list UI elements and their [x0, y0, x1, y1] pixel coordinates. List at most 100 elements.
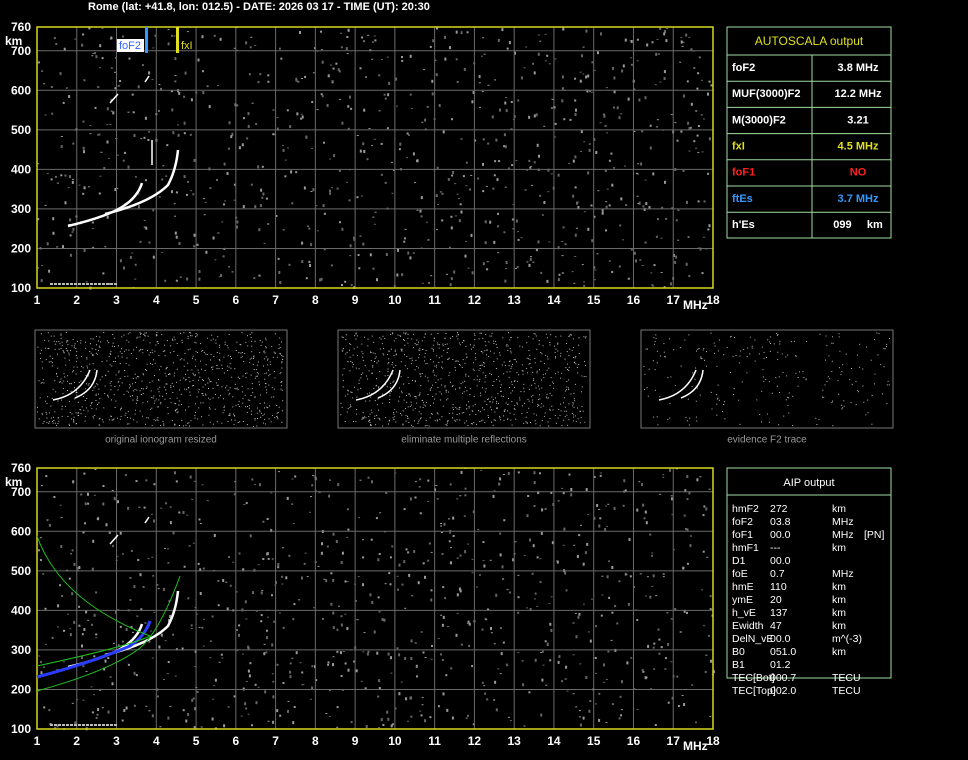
noise-dot — [582, 73, 585, 75]
thumb-dot — [887, 380, 889, 382]
noise-dot — [436, 166, 439, 170]
thumb-dot — [51, 365, 53, 367]
thumb-dot — [45, 359, 47, 361]
noise-dot — [437, 638, 440, 639]
noise-dot — [165, 502, 167, 505]
thumb-dot — [165, 367, 167, 369]
thumb-dot — [119, 385, 121, 387]
thumb-dot — [152, 397, 154, 399]
thumb-dot — [265, 337, 267, 339]
noise-dot — [335, 540, 338, 543]
noise-dot — [154, 34, 157, 37]
thumb-dot — [873, 383, 875, 385]
thumb-dot — [471, 410, 473, 412]
thumb-dot — [440, 378, 442, 380]
thumb-dot — [695, 400, 697, 402]
noise-dot — [385, 253, 388, 256]
thumb-dot — [125, 349, 127, 351]
noise-dot — [499, 532, 502, 535]
thumb-dot — [508, 365, 510, 367]
row-value: 3.21 — [847, 114, 868, 126]
noise-dot — [81, 644, 83, 648]
noise-dot — [43, 706, 46, 709]
noise-dot — [378, 110, 381, 112]
thumb-dot — [432, 371, 434, 373]
thumb-dot — [352, 364, 354, 365]
noise-dot — [335, 62, 338, 65]
thumb-dot — [62, 388, 64, 390]
noise-dot — [664, 180, 666, 184]
noise-dot — [296, 112, 299, 116]
thumb-dot — [554, 414, 556, 416]
thumb-dot — [212, 397, 214, 399]
thumb-dot — [508, 332, 509, 334]
thumb-dot — [743, 349, 745, 350]
noise-dot — [78, 605, 81, 608]
noise-dot — [93, 655, 96, 658]
noise-dot — [543, 125, 546, 127]
noise-dot — [204, 201, 207, 203]
noise-dot — [406, 132, 409, 135]
thumb-dot — [557, 342, 559, 344]
thumb-dot — [475, 414, 477, 415]
noise-dot — [561, 87, 564, 91]
thumb-dot — [777, 358, 779, 360]
noise-dot — [249, 46, 252, 49]
thumb-dot — [369, 422, 371, 423]
noise-dot — [450, 215, 453, 218]
noise-dot — [372, 216, 375, 218]
thumb-dot — [779, 343, 781, 345]
thumb-dot — [69, 383, 71, 385]
thumb-dot — [158, 379, 160, 381]
thumb-dot — [447, 420, 449, 422]
thumb-dot — [60, 337, 62, 339]
thumb-dot — [407, 406, 409, 408]
noise-dot — [263, 643, 266, 645]
thumb-dot — [48, 422, 50, 424]
noise-dot — [280, 58, 283, 61]
noise-dot — [82, 192, 85, 195]
thumb-dot — [85, 415, 87, 417]
thumb-dot — [527, 398, 529, 400]
thumb-dot — [511, 400, 513, 402]
noise-dot — [507, 471, 510, 475]
thumb-dot — [198, 389, 200, 390]
thumb-dot — [768, 421, 770, 423]
noise-dot — [260, 188, 263, 192]
thumb-dot — [380, 338, 382, 340]
noise-dot — [599, 474, 602, 477]
thumb-dot — [384, 338, 386, 339]
noise-dot — [396, 105, 398, 107]
thumb-dot — [560, 377, 562, 379]
thumb-dot — [221, 422, 223, 424]
thumb-dot — [485, 344, 487, 346]
noise-dot — [390, 672, 393, 674]
thumb-dot — [138, 350, 140, 352]
noise-dot — [684, 489, 687, 493]
thumb-dot — [401, 348, 403, 350]
noise-dot — [602, 113, 605, 115]
thumb-dot — [645, 348, 647, 350]
noise-dot — [610, 152, 613, 155]
noise-dot — [340, 675, 343, 677]
thumb-dot — [61, 408, 63, 410]
thumb-dot — [400, 335, 402, 337]
thumb-dot — [464, 380, 466, 382]
thumb-dot — [401, 390, 402, 392]
thumb-dot — [511, 366, 513, 368]
noise-dot — [585, 75, 588, 79]
noise-dot — [288, 554, 291, 557]
noise-dot — [363, 108, 366, 112]
thumb-dot — [468, 405, 470, 407]
thumb-dot — [129, 332, 131, 334]
noise-dot — [601, 211, 604, 215]
thumb-dot — [252, 392, 254, 394]
thumb-dot — [654, 369, 656, 371]
thumb-dot — [434, 420, 436, 422]
thumb-dot — [281, 410, 283, 412]
thumb-dot — [121, 356, 123, 358]
noise-dot — [87, 502, 90, 505]
noise-dot — [228, 121, 231, 125]
noise-dot — [261, 589, 264, 591]
thumb-dot — [557, 417, 559, 419]
